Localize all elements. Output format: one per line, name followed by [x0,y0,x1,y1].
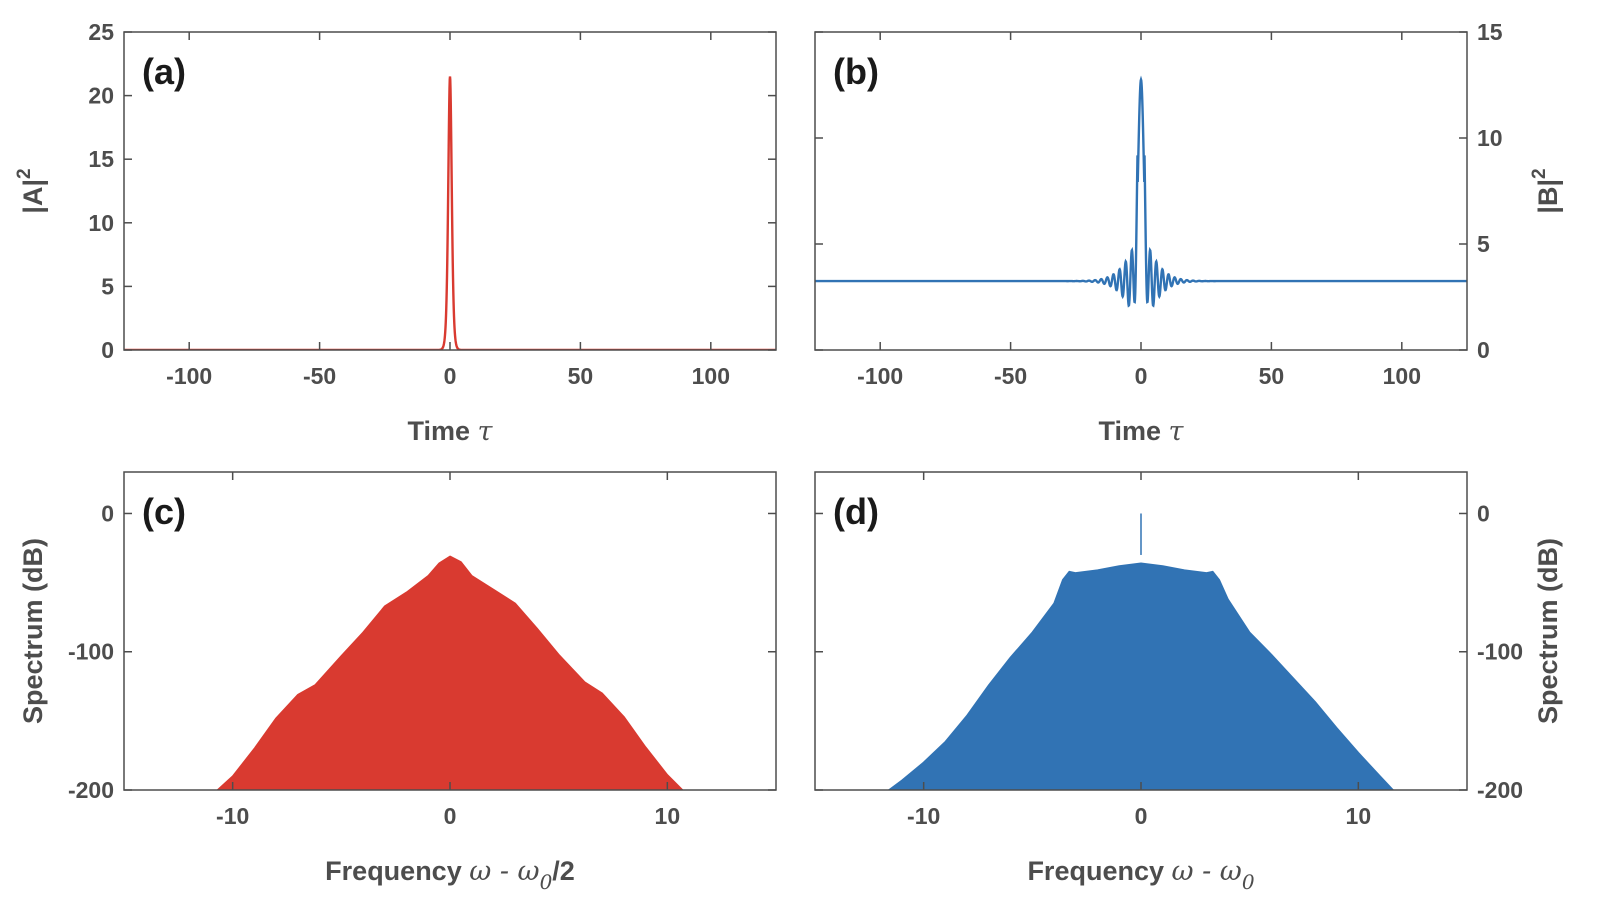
x-axis-label-c: Frequency ω - ω0/2 [325,856,575,894]
series-area-d [888,562,1394,790]
y-tick-label-b: 5 [1477,231,1490,257]
x-tick-label-b: 100 [1383,363,1421,389]
panel-label-b: (b) [833,51,879,92]
y-tick-label-d: -200 [1477,777,1523,803]
x-axis-label-d: Frequency ω - ω0 [1027,856,1254,894]
y-tick-label-a: 5 [101,273,114,299]
y-axis-label-b: |B|2 [1529,168,1563,213]
x-tick-label-d: 10 [1346,803,1372,829]
series-area-c [216,555,684,790]
series-line-b [815,75,1467,308]
y-axis-label-d: Spectrum (dB) [1533,538,1563,724]
x-tick-label-a: 100 [692,363,730,389]
y-tick-label-b: 10 [1477,125,1503,151]
x-tick-label-d: -10 [907,803,940,829]
y-tick-label-d: 0 [1477,500,1490,526]
x-axis-label-b: Time τ [1099,416,1185,447]
x-tick-label-d: 0 [1135,803,1148,829]
x-tick-label-c: -10 [216,803,249,829]
x-tick-label-a: -100 [166,363,212,389]
y-tick-label-c: -200 [68,777,114,803]
y-axis-label-c: Spectrum (dB) [18,538,48,724]
panel-label-a: (a) [142,51,186,92]
y-tick-label-b: 15 [1477,19,1503,45]
y-tick-label-a: 25 [88,19,114,45]
chart-panel-a: -100 -50 0 50 100 0 5 10 15 20 25 (a) Time τ |A|2 [14,19,777,447]
y-tick-label-a: 0 [101,337,114,363]
x-tick-label-b: 0 [1135,363,1148,389]
y-tick-label-b: 0 [1477,337,1490,363]
series-line-a [124,76,776,350]
x-tick-label-a: 0 [444,363,457,389]
x-tick-label-a: -50 [303,363,336,389]
x-tick-label-c: 10 [655,803,681,829]
chart-panel-b: -100 -50 0 50 100 0 5 10 15 (b) Time τ |B|2 [814,19,1563,447]
x-tick-label-b: -100 [857,363,903,389]
y-tick-label-c: 0 [101,500,114,526]
panel-label-d: (d) [833,491,879,532]
y-axis-label-a: |A|2 [14,168,48,213]
y-tick-label-a: 15 [88,146,114,172]
y-tick-label-a: 10 [88,210,114,236]
x-tick-label-b: 50 [1259,363,1285,389]
x-axis-label-a: Time τ [408,416,494,447]
x-tick-label-c: 0 [444,803,457,829]
y-tick-label-a: 20 [88,83,114,109]
x-tick-label-b: -50 [994,363,1027,389]
y-tick-label-d: -100 [1477,639,1523,665]
panel-label-c: (c) [142,491,186,532]
y-tick-label-c: -100 [68,639,114,665]
x-tick-label-a: 50 [568,363,594,389]
